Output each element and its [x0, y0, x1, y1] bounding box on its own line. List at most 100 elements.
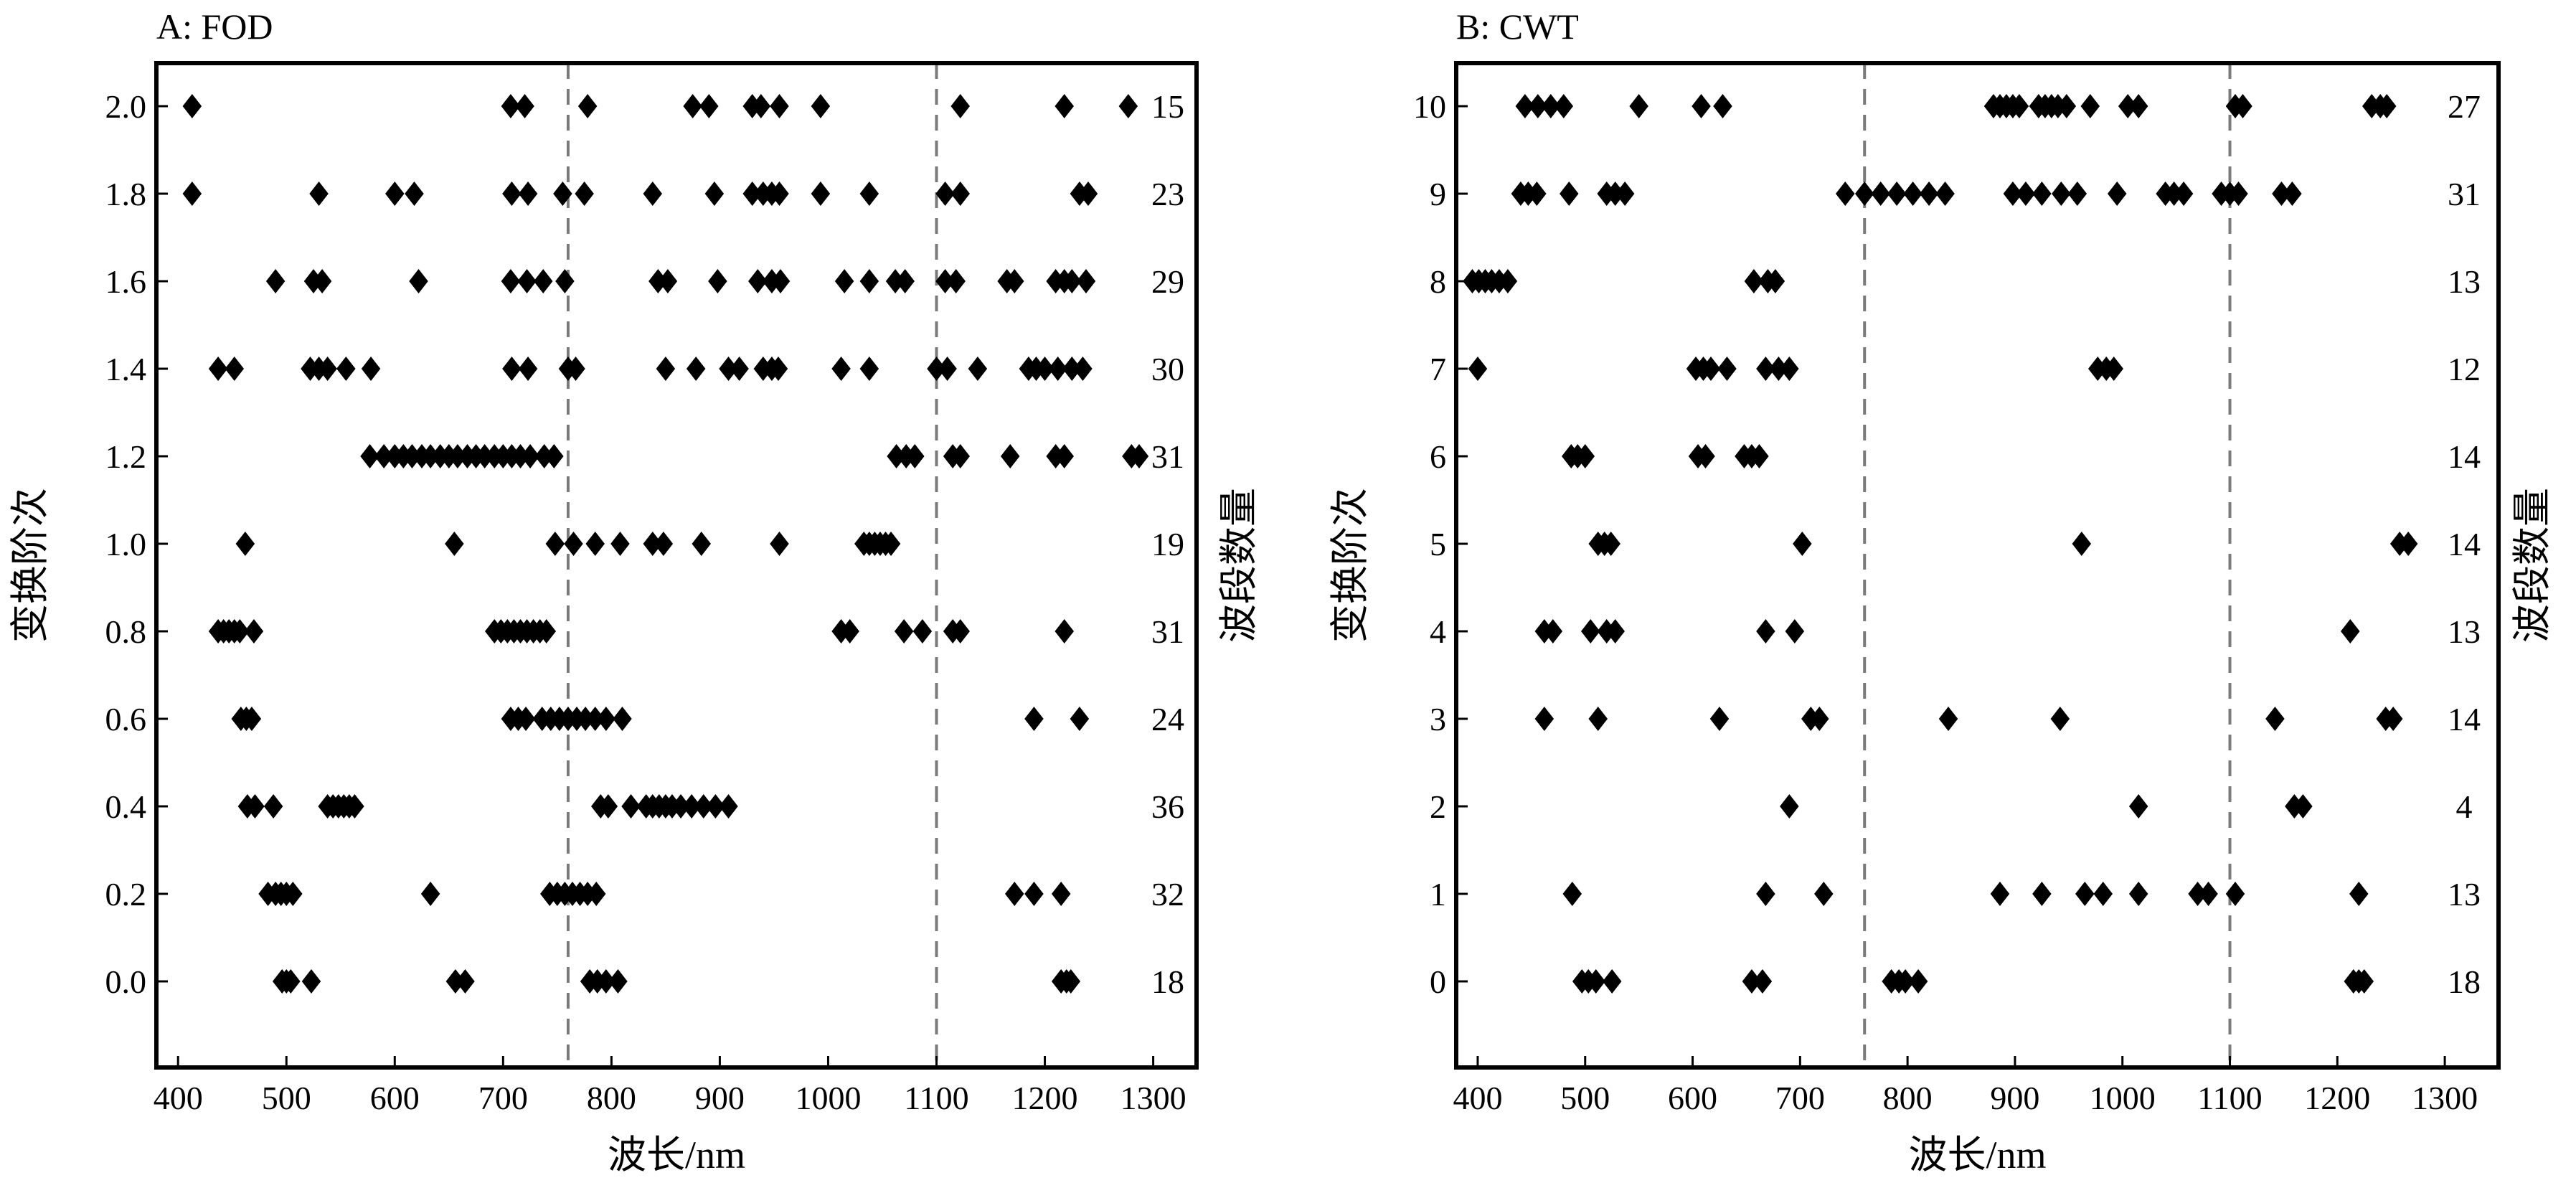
data-point [1129, 444, 1149, 468]
data-point [613, 707, 632, 731]
plot-frame [1454, 61, 2501, 1070]
data-point [2104, 357, 2123, 381]
data-point [2265, 707, 2285, 731]
data-point [1750, 444, 1769, 468]
y-tick-label: 4 [1430, 613, 1446, 650]
x-tick-label: 700 [478, 1080, 528, 1116]
data-point [225, 357, 245, 381]
data-point [448, 444, 468, 468]
data-point [566, 357, 585, 381]
data-point [208, 357, 228, 381]
band-count-label: 31 [1151, 438, 1184, 475]
data-point [950, 444, 970, 468]
data-point [1605, 181, 1625, 206]
data-point [445, 969, 466, 994]
band-count-label: 13 [2448, 263, 2481, 300]
data-point [671, 794, 691, 819]
data-point [912, 619, 933, 643]
data-point [511, 444, 530, 468]
data-point [420, 444, 440, 468]
data-point [2080, 94, 2100, 118]
data-point [1854, 181, 1874, 206]
data-point [263, 794, 283, 819]
y-tick-label: 1.8 [105, 176, 147, 212]
data-point [2272, 181, 2291, 206]
data-point [575, 707, 595, 731]
data-point [950, 181, 970, 206]
data-point [621, 794, 641, 819]
data-point [336, 357, 356, 381]
y-tick-label: 0.6 [105, 701, 147, 737]
data-point [1713, 94, 1732, 118]
data-point [534, 444, 554, 468]
data-point [1835, 181, 1855, 206]
x-tick-label: 500 [262, 1080, 311, 1116]
y2-axis-label: 波段数量 [2511, 488, 2554, 643]
y-tick-label: 7 [1430, 351, 1446, 387]
data-point [1073, 357, 1093, 381]
y-tick-label: 0.2 [105, 876, 147, 913]
band-count-label: 4 [2456, 788, 2473, 825]
data-point [345, 794, 364, 819]
data-point [2107, 181, 2127, 206]
data-point [1935, 181, 1955, 206]
data-point [564, 532, 583, 556]
data-point [1756, 357, 1775, 381]
data-point [2072, 532, 2092, 556]
y-tick-label: 0.4 [105, 788, 147, 825]
x-tick-label: 800 [587, 1080, 636, 1116]
data-point [1765, 269, 1785, 293]
data-point [361, 357, 381, 381]
data-point [840, 619, 859, 643]
data-point [811, 94, 831, 118]
y-tick-label: 0.8 [105, 613, 147, 650]
band-count-label: 19 [1151, 526, 1184, 562]
data-point [533, 269, 553, 293]
data-point [544, 444, 564, 468]
data-point [905, 444, 925, 468]
data-point [1990, 882, 2010, 906]
data-point [2349, 882, 2369, 906]
data-point [1717, 357, 1737, 381]
y-tick-label: 1.2 [105, 438, 147, 475]
data-point [516, 707, 536, 731]
data-point [520, 444, 540, 468]
data-point [692, 532, 711, 556]
data-point [946, 269, 966, 293]
data-point [968, 357, 988, 381]
axis-ticks: 400 500 600 700 800 900 1000 1100 1200 1300 0.0 0.2… [105, 88, 1186, 1116]
data-point [1528, 94, 1548, 118]
data-point [537, 619, 557, 643]
data-point [1580, 619, 1600, 643]
data-point [1000, 444, 1020, 468]
data-point [245, 794, 265, 819]
data-point [2188, 882, 2207, 906]
data-point [402, 444, 422, 468]
data-point [935, 269, 955, 293]
x-tick-label: 600 [370, 1080, 420, 1116]
band-count-label: 14 [2448, 526, 2481, 562]
data-point [859, 357, 879, 381]
data-point [281, 969, 301, 994]
data-point [895, 269, 915, 293]
data-point [1810, 707, 1829, 731]
data-point [1078, 181, 1098, 206]
x-tick-label: 1300 [2412, 1080, 2478, 1116]
data-point [2199, 882, 2218, 906]
y-tick-label: 9 [1430, 176, 1446, 212]
data-point [1004, 269, 1024, 293]
data-point [409, 269, 428, 293]
y-tick-label: 1.0 [105, 526, 147, 562]
x-tick-label: 1200 [1012, 1080, 1078, 1116]
data-point [2118, 94, 2138, 118]
y-tick-label: 1.6 [105, 263, 147, 300]
data-point [502, 357, 522, 381]
data-point [2050, 707, 2070, 731]
data-point [770, 94, 789, 118]
band-count-label: 27 [2448, 88, 2481, 125]
data-point [596, 707, 616, 731]
data-point [859, 269, 879, 293]
data-point [598, 794, 618, 819]
data-point [2283, 181, 2302, 206]
